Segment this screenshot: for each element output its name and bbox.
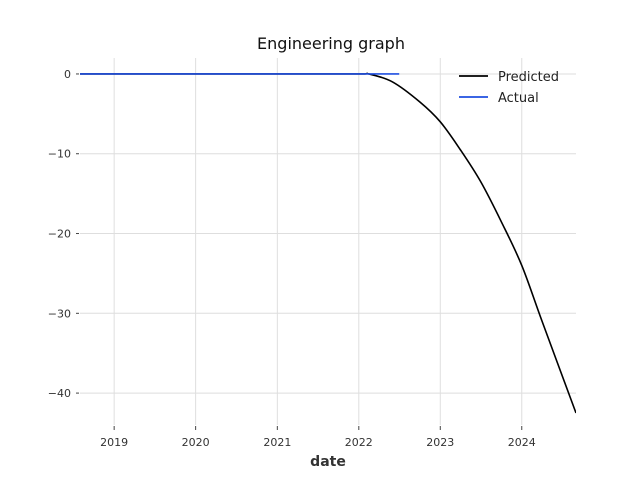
y-tick-label: −30 <box>48 307 71 320</box>
x-tick-label: 2019 <box>100 436 128 449</box>
x-tick-label: 2024 <box>508 436 536 449</box>
x-axis-label: date <box>310 454 346 470</box>
y-tick-label: −40 <box>48 387 71 400</box>
x-tick-labels: 2019 2020 2021 2022 2023 2024 <box>100 436 536 449</box>
y-tick-label: −10 <box>48 148 71 161</box>
legend: Predicted Actual <box>459 70 559 106</box>
legend-label-predicted: Predicted <box>498 70 559 85</box>
y-tick-label: 0 <box>64 68 71 81</box>
series-lines <box>80 72 576 414</box>
legend-label-actual: Actual <box>498 91 539 106</box>
x-tick-label: 2021 <box>263 436 291 449</box>
y-tick-labels: 0 −10 −20 −30 −40 <box>48 68 71 400</box>
series-line-predicted <box>80 72 576 414</box>
x-tick-label: 2023 <box>426 436 454 449</box>
x-tick-label: 2022 <box>345 436 373 449</box>
chart-title: Engineering graph <box>257 34 405 53</box>
grid-lines <box>76 58 576 430</box>
x-tick-label: 2020 <box>182 436 210 449</box>
y-tick-label: −20 <box>48 228 71 241</box>
